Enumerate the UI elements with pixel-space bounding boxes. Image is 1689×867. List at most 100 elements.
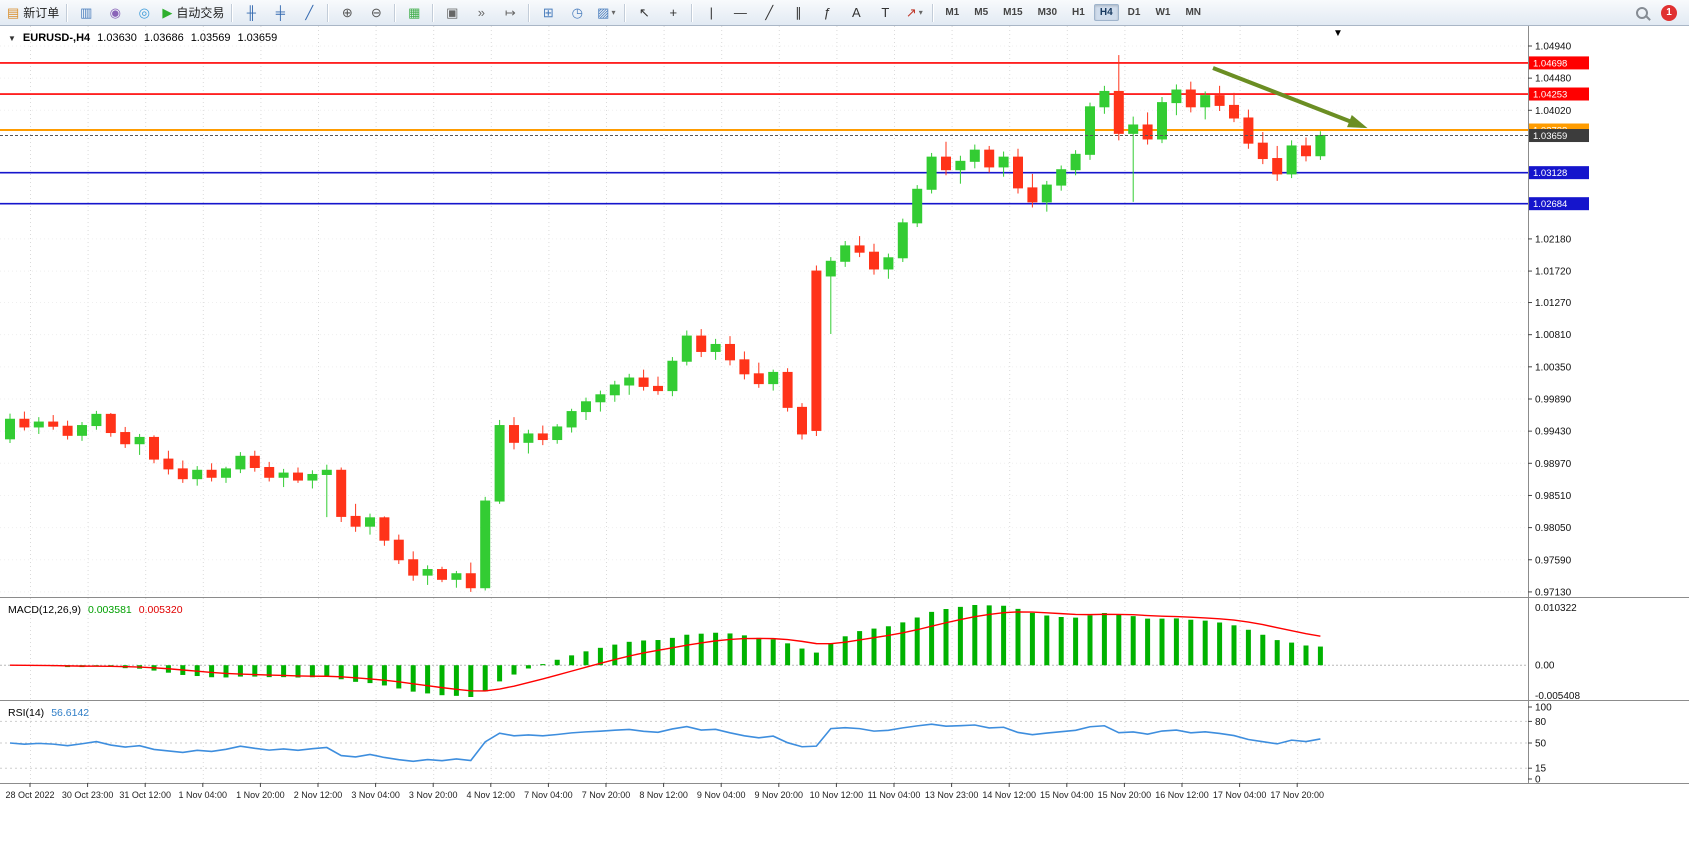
navigator-icon: ◎ (138, 5, 150, 20)
cursor-icon: ↖ (638, 5, 650, 20)
channel-button[interactable]: ∥ (784, 3, 812, 23)
new-order-icon: ▤ (7, 5, 20, 20)
text-button[interactable]: A (842, 3, 870, 23)
candles-layer (5, 55, 1326, 592)
price-chart-canvas[interactable]: 1.04940 1.04480 1.04020 1.02180 1.01720 1.012… (0, 26, 1689, 867)
notification-button[interactable]: 1 (1661, 4, 1677, 21)
svg-text:1 Nov 20:00: 1 Nov 20:00 (236, 790, 285, 800)
market-watch-button[interactable]: ▥ (72, 3, 100, 23)
svg-text:0: 0 (1535, 775, 1541, 786)
trend-arrow-annotation[interactable] (1212, 66, 1368, 129)
svg-text:1.02180: 1.02180 (1535, 234, 1572, 245)
line-chart-button[interactable]: ╱ (295, 3, 323, 23)
label-button[interactable]: T (871, 3, 899, 23)
trendline-icon: ╱ (765, 5, 774, 20)
toolbar-separator (66, 3, 69, 22)
svg-text:1.01720: 1.01720 (1535, 267, 1572, 278)
svg-text:-0.005408: -0.005408 (1535, 691, 1580, 702)
new-chart-button[interactable]: ⊞ (534, 3, 562, 23)
svg-text:15: 15 (1535, 764, 1547, 775)
svg-text:15 Nov 20:00: 15 Nov 20:00 (1098, 790, 1152, 800)
svg-text:1.04698: 1.04698 (1533, 58, 1567, 69)
data-grid-icon: ▦ (408, 5, 421, 20)
template-button[interactable]: ▨ ▾ (592, 3, 620, 23)
new-order-button[interactable]: ▤ 新订单 (4, 3, 62, 23)
toolbar-separator (432, 3, 435, 22)
main-toolbar: ▤ 新订单 ▥ ◉ ◎ ▶ 自动交易 ╫ ╪ ╱ ⊕ ⊖ ▦ ▣ » ↦ ⊞ ◷ ▨ ▾ ↖ + | — ╱ ∥ ƒ A T ↗ ▾ M1 M5… (0, 0, 1689, 26)
svg-text:1.02684: 1.02684 (1533, 199, 1567, 210)
svg-text:0.97130: 0.97130 (1535, 587, 1572, 598)
price-axis[interactable]: 1.04940 1.04480 1.04020 1.02180 1.01720 1.012… (1528, 41, 1589, 786)
svg-text:8 Nov 12:00: 8 Nov 12:00 (639, 790, 688, 800)
zoom-in-button[interactable]: ⊕ (333, 3, 361, 23)
time-axis[interactable]: 28 Oct 2022 30 Oct 23:00 31 Oct 12:00 1 Nov… (5, 783, 1324, 800)
bar-chart-button[interactable]: ╫ (237, 3, 265, 23)
timeframe-h4[interactable]: H4 (1093, 4, 1119, 21)
data-grid-button[interactable]: ▦ (400, 3, 428, 23)
period-icon: ◷ (571, 5, 583, 20)
svg-text:31 Oct 12:00: 31 Oct 12:00 (119, 790, 171, 800)
auto-trading-button[interactable]: ▶ 自动交易 (159, 3, 227, 23)
auto-scroll-button[interactable]: » (467, 3, 495, 23)
chevron-down-icon[interactable]: ▼ (8, 34, 16, 43)
svg-text:0.010322: 0.010322 (1535, 603, 1577, 614)
crosshair-button[interactable]: + (659, 3, 687, 23)
template-icon: ▨ (597, 5, 610, 20)
horizontal-line-button[interactable]: — (726, 3, 754, 23)
trendline-button[interactable]: ╱ (755, 3, 783, 23)
search-button[interactable] (1628, 3, 1656, 23)
tile-windows-icon: ▣ (446, 5, 459, 20)
candlestick-button[interactable]: ╪ (266, 3, 294, 23)
svg-text:9 Nov 04:00: 9 Nov 04:00 (697, 790, 746, 800)
zoom-out-button[interactable]: ⊖ (362, 3, 390, 23)
svg-text:0.97590: 0.97590 (1535, 555, 1572, 566)
timeframe-w1[interactable]: W1 (1155, 7, 1171, 18)
timeframe-m30[interactable]: M30 (1037, 7, 1058, 18)
caret-down-icon: ▾ (611, 8, 616, 17)
zoom-out-icon: ⊖ (370, 5, 382, 20)
auto-trading-label: 自动交易 (176, 6, 225, 20)
svg-text:15 Nov 04:00: 15 Nov 04:00 (1040, 790, 1094, 800)
svg-text:1.04940: 1.04940 (1535, 41, 1572, 52)
data-window-button[interactable]: ◉ (101, 3, 129, 23)
timeframe-m1[interactable]: M1 (945, 7, 960, 18)
new-order-label: 新订单 (23, 6, 60, 20)
auto-trading-icon: ▶ (162, 5, 173, 20)
toolbar-separator (624, 3, 627, 22)
svg-text:0.98510: 0.98510 (1535, 491, 1572, 502)
timeframe-m5[interactable]: M5 (974, 7, 989, 18)
fibonacci-button[interactable]: ƒ (813, 3, 841, 23)
tile-windows-button[interactable]: ▣ (438, 3, 466, 23)
rsi-indicator-label: RSI(14) 56.6142 (8, 707, 89, 719)
toolbar-separator (528, 3, 531, 22)
navigator-button[interactable]: ◎ (130, 3, 158, 23)
timeframe-mn[interactable]: MN (1185, 7, 1201, 18)
market-watch-icon: ▥ (80, 5, 93, 20)
chart-shift-marker[interactable]: ▼ (1333, 28, 1343, 39)
timeframe-h1[interactable]: H1 (1072, 7, 1085, 18)
label-icon: T (881, 5, 890, 20)
chart-shift-icon: ↦ (504, 5, 516, 20)
svg-text:28 Oct 2022: 28 Oct 2022 (5, 790, 54, 800)
timeframe-m15[interactable]: M15 (1003, 7, 1023, 18)
svg-text:0.98970: 0.98970 (1535, 459, 1572, 470)
period-button[interactable]: ◷ (563, 3, 591, 23)
arrows-button[interactable]: ↗ ▾ (900, 3, 928, 23)
svg-text:10 Nov 12:00: 10 Nov 12:00 (810, 790, 864, 800)
svg-text:1.00350: 1.00350 (1535, 362, 1572, 373)
svg-text:1.04253: 1.04253 (1533, 90, 1567, 101)
toolbar-separator (932, 3, 935, 22)
channel-icon: ∥ (795, 5, 802, 20)
macd-indicator-label: MACD(12,26,9) 0.003581 0.005320 (8, 604, 183, 616)
svg-text:7 Nov 20:00: 7 Nov 20:00 (582, 790, 631, 800)
cursor-button[interactable]: ↖ (630, 3, 658, 23)
svg-text:1 Nov 04:00: 1 Nov 04:00 (179, 790, 228, 800)
svg-text:50: 50 (1535, 739, 1547, 750)
chart-symbol-period: EURUSD-,H4 (22, 32, 91, 44)
timeframe-d1[interactable]: D1 (1127, 7, 1141, 18)
chart-shift-button[interactable]: ↦ (496, 3, 524, 23)
candlestick-icon: ╪ (275, 5, 285, 20)
macd-name: MACD(12,26,9) (8, 604, 81, 616)
vertical-line-button[interactable]: | (697, 3, 725, 23)
svg-text:80: 80 (1535, 717, 1547, 728)
